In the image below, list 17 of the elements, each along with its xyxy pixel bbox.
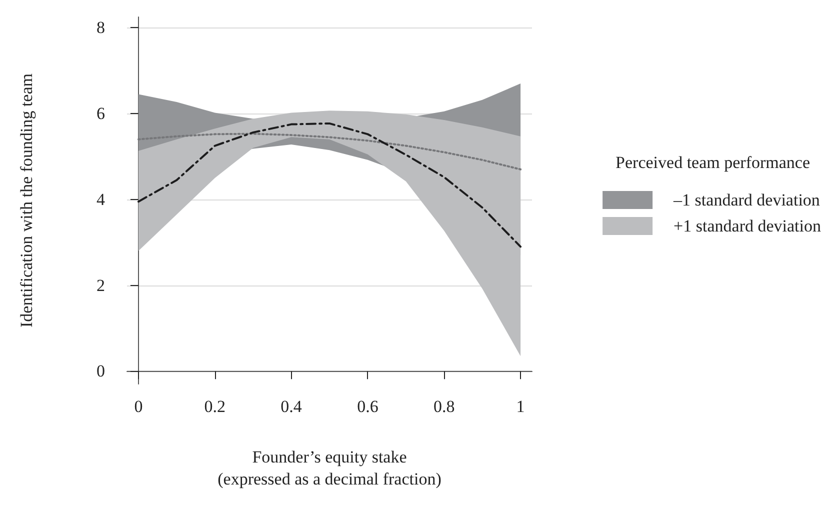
x-tick-label: 0	[134, 397, 143, 416]
y-tick-label: 2	[96, 276, 105, 295]
x-tick-label: 0.8	[434, 397, 455, 416]
x-tick-label: 0.4	[280, 397, 302, 416]
legend-label: –1 standard deviation	[672, 190, 820, 210]
legend-title: Perceived team performance	[616, 153, 810, 172]
y-tick-label: 0	[96, 362, 105, 381]
x-tick-label: 0.6	[357, 397, 378, 416]
x-axis-title: Founder’s equity stake (expressed as a decimal fraction)	[218, 448, 442, 488]
y-axis-title: Identification with the founding team	[17, 74, 36, 328]
y-tick-label: 6	[96, 104, 105, 124]
line-series	[137, 132, 522, 170]
x-tick-label: 1	[516, 397, 525, 416]
y-tick-label: 8	[96, 18, 105, 38]
x-tick-label: 0.2	[204, 397, 226, 416]
y-tick-label: 4	[96, 190, 106, 209]
legend-label: +1 standard deviation	[674, 216, 822, 236]
